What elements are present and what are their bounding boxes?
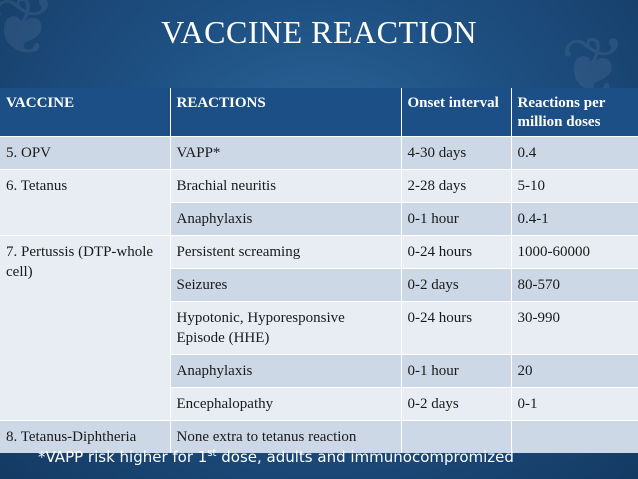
rate-cell: 30-990 [511, 301, 638, 355]
table-row: 5. OPV VAPP* 4-30 days 0.4 [0, 136, 638, 170]
onset-cell: 0-2 days [401, 387, 512, 421]
onset-cell: 4-30 days [401, 136, 512, 170]
table-row: 8. Tetanus-Diphtheria None extra to teta… [0, 420, 638, 453]
header-reactions-per-million: Reactions per million doses [511, 88, 638, 137]
reaction-cell: Seizures [170, 268, 402, 302]
onset-cell: 0-1 hour [401, 354, 512, 388]
table-header-row: VACCINE REACTIONS Onset interval Reactio… [0, 88, 638, 137]
reaction-cell: Anaphylaxis [170, 354, 402, 388]
onset-cell: 0-1 hour [401, 202, 512, 236]
rate-cell: 0.4-1 [511, 202, 638, 236]
leaf-decoration: ❦ [0, 0, 58, 72]
table-row: 6. Tetanus Brachial neuritis 2-28 days 5… [0, 169, 638, 236]
rate-cell: 0.4 [511, 136, 638, 170]
header-vaccine: VACCINE [0, 88, 171, 137]
reaction-cell: VAPP* [170, 136, 402, 170]
rate-cell [511, 420, 638, 453]
rate-cell: 1000-60000 [511, 235, 638, 269]
table-row: Seizures 0-2 days 80-570 [0, 268, 638, 302]
onset-cell [401, 420, 512, 453]
table-row: Anaphylaxis 0-1 hour 20 [0, 354, 638, 388]
table-row: 7. Pertussis (DTP-whole cell) Persistent… [0, 235, 638, 421]
table-row: Anaphylaxis 0-1 hour 0.4-1 [0, 202, 638, 236]
reaction-cell: Brachial neuritis [170, 169, 402, 203]
reaction-cell: Persistent screaming [170, 235, 402, 269]
vaccine-cell: 7. Pertussis (DTP-whole cell) [0, 235, 171, 421]
rate-cell: 0-1 [511, 387, 638, 421]
reaction-cell: Anaphylaxis [170, 202, 402, 236]
vaccine-reaction-table: VACCINE REACTIONS Onset interval Reactio… [0, 88, 638, 453]
table-row: Hypotonic, Hyporesponsive Episode (HHE) … [0, 301, 638, 355]
rate-cell: 5-10 [511, 169, 638, 203]
header-onset-interval: Onset interval [401, 88, 512, 137]
footnote-text: *VAPP risk higher for 1 [38, 448, 208, 466]
footnote: *VAPP risk higher for 1st dose, adults a… [38, 448, 514, 466]
reaction-cell: Hypotonic, Hyporesponsive Episode (HHE) [170, 301, 402, 355]
rate-cell: 80-570 [511, 268, 638, 302]
vaccine-cell: 5. OPV [0, 136, 171, 170]
header-reactions: REACTIONS [170, 88, 402, 137]
onset-cell: 0-24 hours [401, 235, 512, 269]
rate-cell: 20 [511, 354, 638, 388]
onset-cell: 2-28 days [401, 169, 512, 203]
footnote-text-rest: dose, adults and immunocompromized [216, 448, 514, 466]
onset-cell: 0-24 hours [401, 301, 512, 355]
table-row: Encephalopathy 0-2 days 0-1 [0, 387, 638, 421]
reaction-cell: Encephalopathy [170, 387, 402, 421]
vaccine-cell: 8. Tetanus-Diphtheria [0, 420, 171, 453]
slide-title: VACCINE REACTION [161, 14, 477, 50]
reaction-cell: None extra to tetanus reaction [170, 420, 402, 453]
onset-cell: 0-2 days [401, 268, 512, 302]
footnote-superscript: st [207, 448, 217, 459]
vaccine-cell: 6. Tetanus [0, 169, 171, 236]
